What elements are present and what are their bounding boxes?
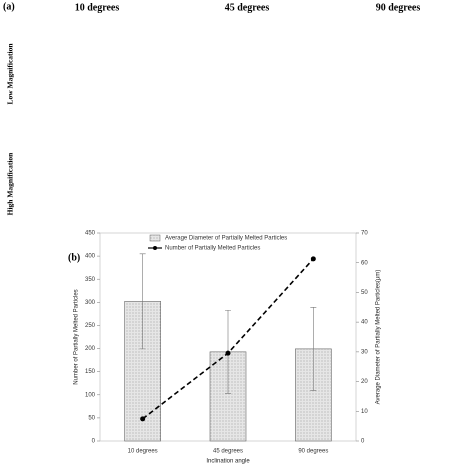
y2-tick-label: 0 bbox=[361, 439, 365, 445]
y-tick-label: 450 bbox=[85, 231, 96, 237]
panel-label: (b) bbox=[68, 252, 80, 263]
chart: (b) 0 50 100 150 200 250 300 350 400 450 0 10 20 30 40 5… bbox=[68, 231, 382, 465]
x-tick-label: 45 degrees bbox=[213, 449, 243, 455]
y2-tick-label: 50 bbox=[361, 290, 368, 296]
x-tick-label: 10 degrees bbox=[128, 449, 158, 455]
y-tick-label: 250 bbox=[85, 323, 96, 329]
line-point bbox=[225, 350, 231, 356]
x-tick-label: 90 degrees bbox=[298, 449, 328, 455]
row-label: High Magnification bbox=[6, 152, 15, 216]
y2-tick-label: 60 bbox=[361, 260, 368, 266]
legend-label: Number of Partially Melted Particles bbox=[165, 246, 260, 252]
y-tick-label: 200 bbox=[85, 346, 96, 352]
y2-tick-label: 20 bbox=[361, 379, 368, 385]
y2-axis-title: Average Diameter of Partially Melted Par… bbox=[376, 270, 382, 405]
x-axis-title: Inclination angle bbox=[206, 459, 250, 465]
y2-tick-label: 30 bbox=[361, 349, 368, 355]
y-tick-label: 0 bbox=[92, 439, 96, 445]
error-bar bbox=[310, 306, 317, 391]
column-header: 10 degrees bbox=[75, 2, 120, 13]
panel-label: (a) bbox=[3, 1, 15, 12]
y-tick-label: 400 bbox=[85, 254, 96, 260]
y-tick-label: 50 bbox=[88, 415, 95, 421]
column-header: 90 degrees bbox=[376, 2, 421, 13]
row-label: Low Magnification bbox=[6, 43, 15, 105]
column-header: 45 degrees bbox=[225, 2, 270, 13]
line-point bbox=[140, 416, 146, 422]
y-tick-label: 300 bbox=[85, 300, 96, 306]
legend-swatch bbox=[149, 234, 161, 242]
y2-tick-label: 40 bbox=[361, 320, 368, 326]
y-tick-label: 350 bbox=[85, 277, 96, 283]
y-tick-label: 100 bbox=[85, 392, 96, 398]
y2-tick-label: 70 bbox=[361, 231, 368, 237]
y2-tick-label: 10 bbox=[361, 409, 368, 415]
y-axis-title: Number of Partially Melted Particles bbox=[74, 289, 80, 384]
error-bar bbox=[139, 253, 146, 350]
y-tick-label: 150 bbox=[85, 369, 96, 375]
legend-marker bbox=[153, 246, 157, 250]
line-point bbox=[310, 256, 316, 262]
legend-label: Average Diameter of Partially Melted Par… bbox=[165, 236, 287, 242]
